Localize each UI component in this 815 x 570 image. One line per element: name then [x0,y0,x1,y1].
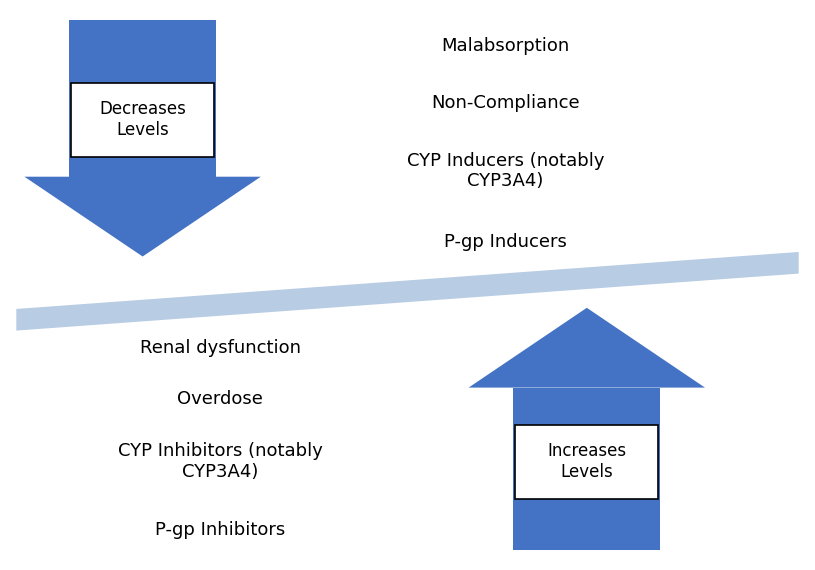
Text: Renal dysfunction: Renal dysfunction [139,339,301,357]
FancyBboxPatch shape [72,83,214,157]
Text: Malabsorption: Malabsorption [441,36,570,55]
FancyBboxPatch shape [513,388,660,550]
FancyBboxPatch shape [515,425,659,499]
Text: Overdose: Overdose [177,390,263,408]
Text: Increases
Levels: Increases Levels [547,442,627,481]
Polygon shape [16,252,799,331]
Text: P-gp Inducers: P-gp Inducers [444,233,566,251]
Text: Decreases
Levels: Decreases Levels [99,100,186,139]
Text: CYP Inducers (notably
CYP3A4): CYP Inducers (notably CYP3A4) [407,152,604,190]
Polygon shape [24,177,261,256]
Polygon shape [469,308,705,388]
Text: CYP Inhibitors (notably
CYP3A4): CYP Inhibitors (notably CYP3A4) [117,442,323,481]
Text: P-gp Inhibitors: P-gp Inhibitors [155,521,285,539]
Text: Non-Compliance: Non-Compliance [431,93,579,112]
FancyBboxPatch shape [69,20,216,177]
